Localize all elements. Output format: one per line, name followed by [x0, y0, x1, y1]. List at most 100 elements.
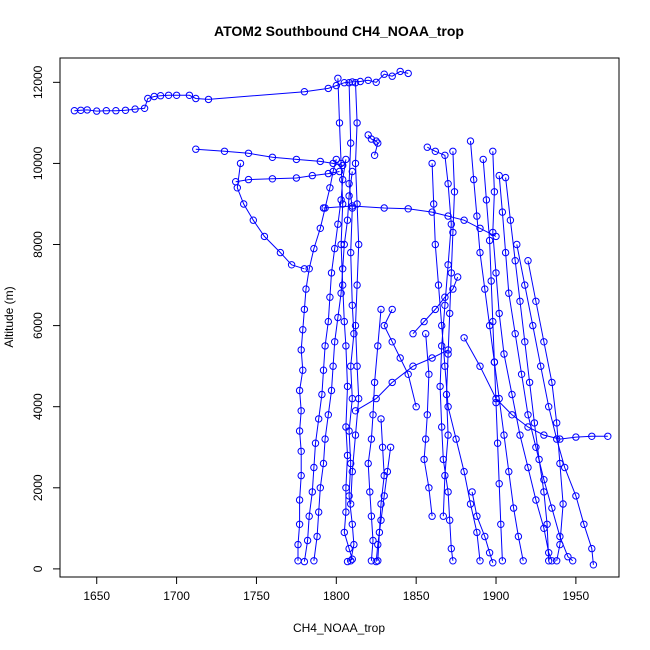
data-point: [490, 188, 499, 196]
data-point: [439, 512, 447, 520]
data-point: [315, 508, 323, 516]
data-point: [308, 171, 316, 180]
data-point: [497, 520, 505, 528]
data-point: [340, 240, 348, 249]
data-point: [299, 366, 307, 374]
series-line: [350, 82, 360, 505]
data-point: [337, 159, 345, 168]
data-point: [564, 553, 572, 561]
data-point: [530, 419, 539, 427]
data-point: [324, 84, 332, 93]
data-point: [300, 305, 309, 314]
data-point: [353, 200, 361, 208]
data-point: [556, 540, 564, 549]
data-point: [506, 216, 515, 224]
data-point: [220, 147, 229, 156]
data-point: [446, 516, 454, 524]
series: [192, 145, 347, 170]
data-point: [351, 159, 360, 168]
data-point: [589, 561, 598, 569]
data-point: [543, 520, 551, 528]
data-point: [485, 549, 494, 557]
data-point: [436, 382, 444, 391]
data-point: [93, 107, 101, 115]
data-point: [561, 463, 569, 472]
data-point: [276, 248, 285, 257]
data-point: [438, 321, 446, 330]
data-point: [295, 386, 304, 395]
data-point: [420, 317, 428, 326]
data-point: [493, 439, 502, 447]
series-line: [323, 205, 497, 237]
data-point: [348, 167, 356, 176]
data-point: [444, 431, 452, 439]
data-point: [452, 435, 460, 443]
data-point: [540, 431, 548, 439]
data-point: [559, 500, 567, 508]
data-point: [339, 265, 347, 273]
data-point: [423, 411, 431, 419]
series: [468, 488, 497, 567]
series-line: [423, 333, 433, 517]
data-point: [192, 145, 200, 153]
data-point: [489, 317, 497, 326]
x-tick-label: 1900: [483, 589, 510, 603]
data-point: [327, 269, 336, 277]
data-point: [492, 269, 500, 277]
data-point: [524, 423, 532, 431]
data-point: [140, 104, 149, 113]
data-point: [321, 342, 329, 350]
data-point: [353, 281, 361, 289]
data-point: [485, 236, 494, 245]
data-point: [508, 390, 516, 399]
data-point: [345, 427, 353, 435]
series-line: [471, 491, 494, 563]
data-point: [481, 285, 489, 293]
data-point: [308, 488, 316, 496]
data-point: [156, 92, 165, 100]
data-point: [545, 403, 553, 411]
series-line: [492, 151, 553, 561]
data-point: [396, 67, 404, 76]
data-point: [337, 196, 345, 204]
data-point: [260, 232, 269, 241]
data-point: [351, 321, 360, 330]
data-point: [444, 212, 452, 220]
series: [351, 346, 452, 415]
data-point: [479, 155, 487, 164]
series: [380, 305, 420, 411]
data-point: [449, 147, 457, 156]
data-point: [380, 492, 388, 500]
series-line: [516, 244, 594, 565]
data-point: [383, 467, 392, 476]
data-point: [495, 171, 503, 180]
data-point: [249, 216, 258, 224]
series: [232, 167, 344, 186]
series-line: [367, 309, 382, 561]
data-point: [422, 330, 430, 338]
data-point: [324, 169, 332, 178]
data-point: [492, 398, 500, 407]
data-point: [83, 106, 91, 114]
data-point: [310, 557, 318, 565]
data-point: [490, 358, 499, 366]
x-tick-label: 1650: [83, 589, 110, 603]
y-tick-label: 6000: [31, 312, 45, 339]
data-point: [374, 342, 382, 350]
data-point: [447, 220, 455, 228]
data-point: [326, 293, 334, 301]
data-point: [313, 532, 321, 541]
data-point: [343, 216, 352, 224]
data-point: [404, 370, 412, 378]
data-point: [319, 204, 328, 212]
data-point: [428, 354, 436, 362]
data-point: [327, 386, 336, 395]
data-point: [492, 394, 500, 403]
data-point: [334, 313, 342, 322]
data-point: [572, 433, 580, 441]
data-point: [348, 467, 356, 476]
x-tick-label: 1750: [243, 589, 270, 603]
series-line: [427, 146, 454, 561]
data-point: [377, 500, 385, 508]
data-point: [348, 301, 356, 309]
